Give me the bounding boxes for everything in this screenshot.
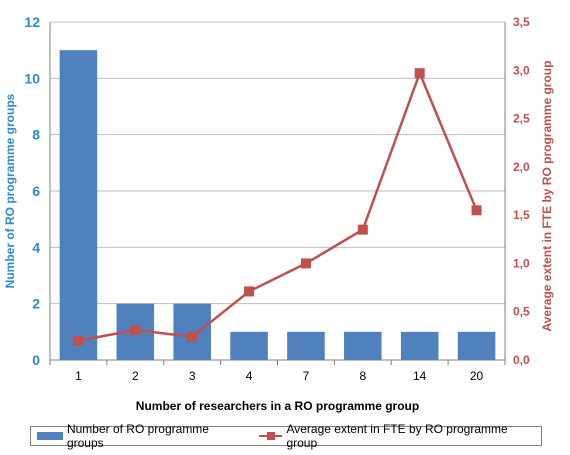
right-tick-label: 3,5: [513, 15, 530, 29]
fte-marker: [414, 68, 425, 79]
legend-bar-label: Number of RO programme groups: [66, 422, 209, 450]
legend-bar-swatch: [37, 432, 63, 440]
fte-marker: [357, 224, 368, 235]
right-tick-label: 0,0: [513, 353, 530, 367]
left-tick-label: 10: [24, 70, 40, 86]
x-tick-label: 20: [470, 369, 484, 383]
left-tick-label: 8: [32, 127, 40, 143]
right-tick-label: 2,0: [513, 160, 530, 174]
fte-marker: [130, 325, 141, 336]
right-tick-label: 2,5: [513, 112, 530, 126]
fte-marker: [187, 331, 198, 342]
right-tick-label: 1,5: [513, 208, 530, 222]
x-tick-label: 4: [246, 369, 253, 383]
right-tick-label: 1,0: [513, 256, 530, 270]
x-tick-label: 3: [189, 369, 196, 383]
x-tick-label: 1: [75, 369, 82, 383]
left-tick-label: 6: [32, 183, 40, 199]
x-tick-label: 8: [359, 369, 366, 383]
bar: [287, 331, 325, 360]
fte-marker: [73, 335, 84, 346]
fte-marker: [300, 258, 311, 269]
left-tick-label: 4: [32, 239, 40, 255]
bar: [457, 331, 496, 360]
right-tick-label: 3,0: [513, 63, 530, 77]
x-axis-title: Number of researchers in a RO programme …: [136, 399, 419, 413]
x-tick-label: 7: [303, 369, 310, 383]
bar: [230, 331, 268, 360]
fte-line: [78, 69, 478, 342]
left-tick-label: 2: [32, 296, 40, 312]
x-tick-label: 14: [413, 369, 427, 383]
bar: [400, 331, 439, 360]
fte-marker: [471, 205, 482, 216]
legend-item-bar: Number of RO programme groups: [37, 422, 249, 450]
left-tick-label: 12: [24, 14, 40, 30]
legend-line-label: Average extent in FTE by RO programme gr…: [286, 422, 508, 450]
bar: [344, 331, 382, 360]
bar: [59, 50, 98, 361]
chart-legend: Number of RO programme groups Average ex…: [30, 422, 542, 450]
right-tick-label: 0,5: [513, 305, 530, 319]
right-axis-title: Average extent in FTE by RO programme gr…: [540, 61, 554, 332]
x-tick-label: 2: [132, 369, 139, 383]
left-axis-title: Number of RO programme groups: [3, 93, 17, 288]
legend-item-line: Average extent in FTE by RO programme gr…: [258, 422, 541, 450]
fte-marker: [244, 286, 255, 297]
legend-line-swatch: [258, 431, 283, 441]
left-tick-label: 0: [32, 352, 40, 368]
